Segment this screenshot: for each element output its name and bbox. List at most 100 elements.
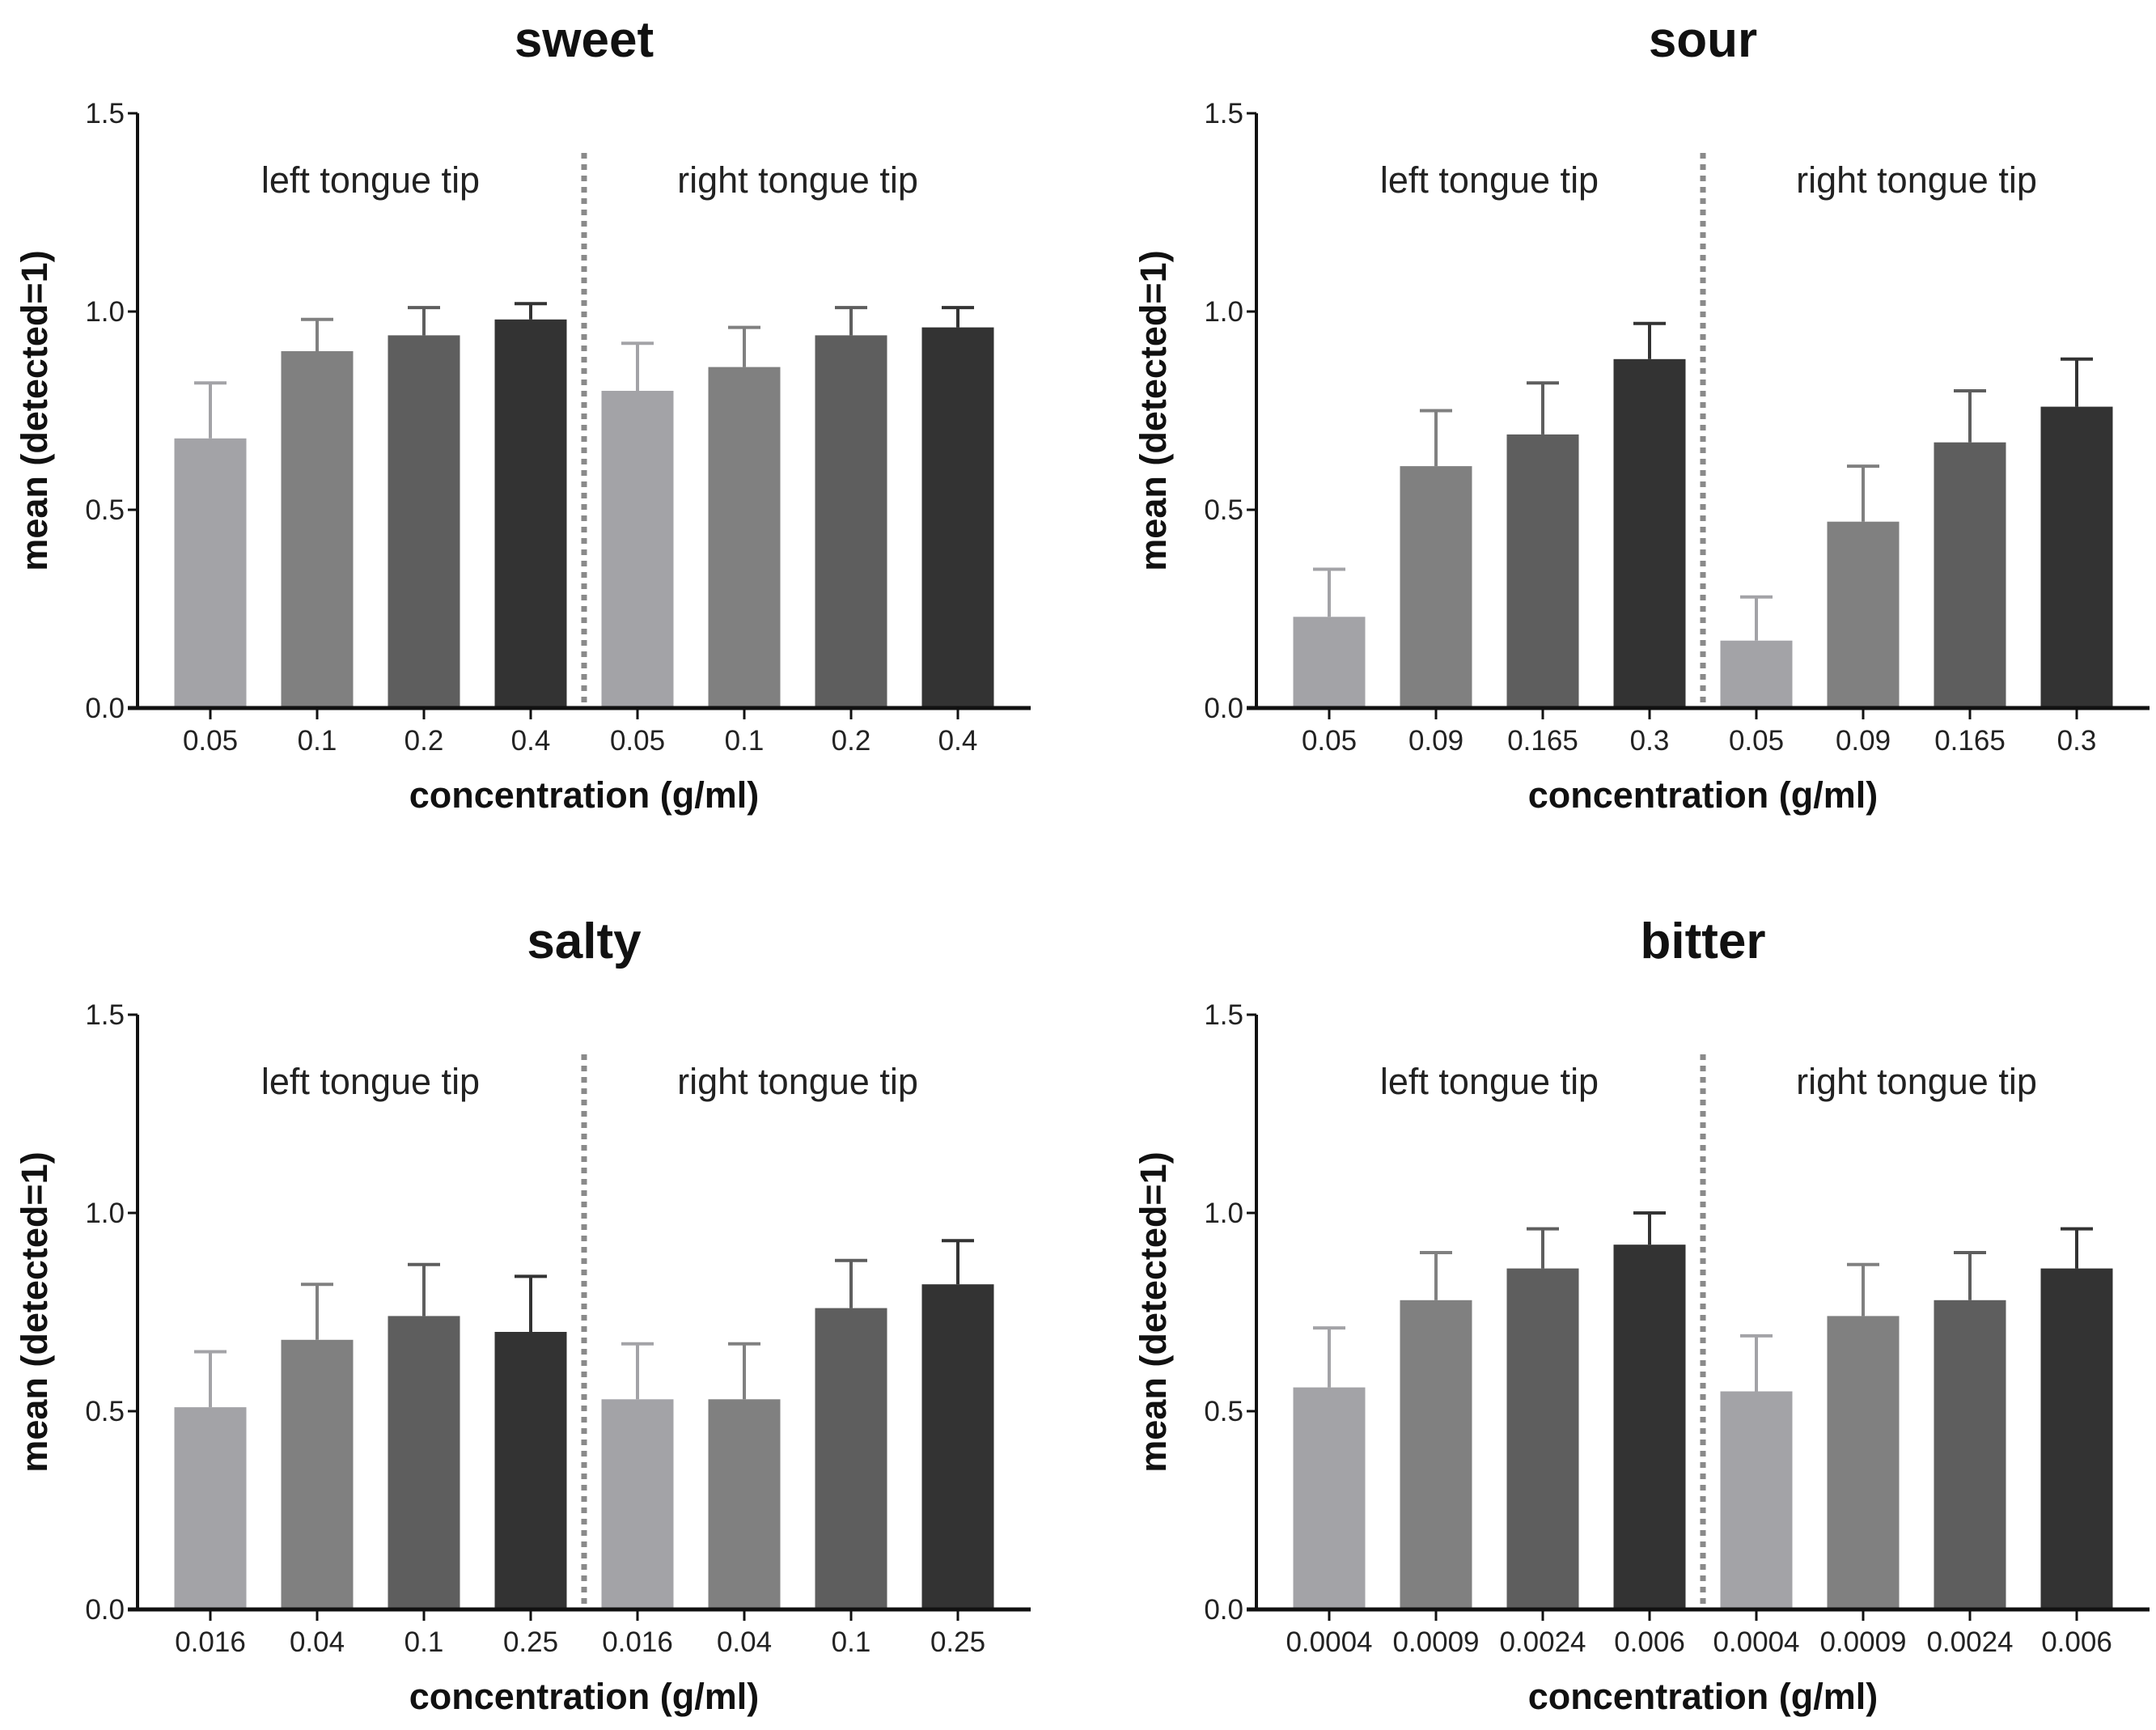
x-tick-label: 0.25 <box>930 1626 985 1658</box>
bar <box>494 319 567 708</box>
y-tick-label: 1.0 <box>1204 1198 1243 1229</box>
y-tick-label: 0.5 <box>85 494 125 526</box>
y-axis-label: mean (detected=1) <box>14 250 55 570</box>
bar <box>388 335 460 708</box>
y-tick-label: 1.5 <box>85 98 125 129</box>
x-tick-label: 0.4 <box>938 725 978 757</box>
bar <box>1827 1316 1900 1609</box>
x-tick-label: 0.0004 <box>1286 1626 1372 1658</box>
y-tick-label: 0.5 <box>85 1396 125 1427</box>
bar <box>601 391 674 708</box>
chart-panel-salty: salty 0.016 0.04 0.1 0.25 0.016 0.04 0.1 0.25 lef… <box>14 914 1031 1717</box>
x-tick-label: 0.0009 <box>1819 1626 1906 1658</box>
y-tick-label: 1.0 <box>85 1198 125 1229</box>
bar <box>708 367 781 708</box>
bar <box>281 351 354 708</box>
bar <box>174 438 247 708</box>
bar <box>1613 1244 1686 1609</box>
x-tick-label: 0.1 <box>832 1626 871 1658</box>
y-tick-label: 1.5 <box>1204 999 1243 1031</box>
bar <box>815 1308 887 1609</box>
x-axis-label: concentration (g/ml) <box>409 774 760 816</box>
bar <box>1293 1387 1366 1609</box>
x-tick-label: 0.0004 <box>1713 1626 1799 1658</box>
chart-title: sour <box>1649 12 1757 68</box>
chart-title: bitter <box>1641 914 1766 969</box>
bar <box>1720 1391 1793 1609</box>
y-axis-label: mean (detected=1) <box>1133 250 1174 570</box>
y-axis-label: mean (detected=1) <box>14 1151 55 1472</box>
bar <box>281 1339 354 1609</box>
chart-panel-sour: sour 0.05 0.09 0.165 0.3 0.05 0.09 0.165 0.3 left… <box>1133 12 2150 816</box>
y-tick-label: 1.5 <box>85 999 125 1031</box>
x-tick-label: 0.04 <box>290 1626 345 1658</box>
bar <box>388 1316 460 1609</box>
y-tick-label: 0.0 <box>85 693 125 724</box>
y-tick-label: 1.0 <box>1204 296 1243 328</box>
bar <box>1720 640 1793 708</box>
region-label-left: left tongue tip <box>1380 159 1599 201</box>
bar <box>921 327 994 708</box>
x-tick-label: 0.05 <box>1302 725 1357 757</box>
bar <box>1293 617 1366 708</box>
y-tick-label: 1.5 <box>1204 98 1243 129</box>
y-tick-label: 0.5 <box>1204 494 1243 526</box>
region-label-left: left tongue tip <box>1380 1061 1599 1102</box>
bar <box>1400 466 1472 708</box>
y-tick-label: 0.5 <box>1204 1396 1243 1427</box>
region-label-right: right tongue tip <box>1796 159 2037 201</box>
bar <box>921 1284 994 1609</box>
bar <box>1400 1300 1472 1609</box>
x-tick-label: 0.04 <box>717 1626 772 1658</box>
y-tick-label: 0.0 <box>1204 1594 1243 1626</box>
region-label-left: left tongue tip <box>261 1061 480 1102</box>
region-label-right: right tongue tip <box>1796 1061 2037 1102</box>
bar <box>1506 434 1579 708</box>
chart-title: salty <box>527 914 642 969</box>
x-axis-label: concentration (g/ml) <box>409 1676 760 1717</box>
bar <box>708 1399 781 1609</box>
x-tick-label: 0.2 <box>832 725 871 757</box>
x-tick-label: 0.0024 <box>1499 1626 1586 1658</box>
bar <box>2040 406 2113 708</box>
region-label-left: left tongue tip <box>261 159 480 201</box>
x-tick-label: 0.05 <box>1729 725 1784 757</box>
bar <box>174 1407 247 1609</box>
x-tick-label: 0.05 <box>610 725 665 757</box>
bar <box>1613 358 1686 708</box>
bar <box>815 335 887 708</box>
x-tick-label: 0.006 <box>2041 1626 2112 1658</box>
x-tick-label: 0.09 <box>1836 725 1891 757</box>
bar <box>1934 1300 2006 1609</box>
x-tick-label: 0.165 <box>1507 725 1578 757</box>
x-tick-label: 0.3 <box>1630 725 1670 757</box>
chart-panel-sweet: sweet 0.05 0.1 0.2 0.4 0.05 0.1 0.2 0.4 left tong… <box>14 12 1031 816</box>
bar <box>1506 1268 1579 1609</box>
x-tick-label: 0.1 <box>298 725 337 757</box>
x-tick-label: 0.1 <box>405 1626 444 1658</box>
x-tick-label: 0.0024 <box>1926 1626 2013 1658</box>
x-tick-label: 0.006 <box>1614 1626 1685 1658</box>
y-axis-label: mean (detected=1) <box>1133 1151 1174 1472</box>
y-tick-label: 1.0 <box>85 296 125 328</box>
x-axis-label: concentration (g/ml) <box>1528 1676 1879 1717</box>
x-tick-label: 0.09 <box>1408 725 1463 757</box>
x-tick-label: 0.2 <box>405 725 444 757</box>
x-tick-label: 0.016 <box>175 1626 246 1658</box>
x-tick-label: 0.05 <box>183 725 238 757</box>
x-tick-label: 0.165 <box>1934 725 2006 757</box>
bar <box>1934 442 2006 708</box>
chart-panel-bitter: bitter 0.0004 0.0009 0.0024 0.006 0.0004 0.000… <box>1133 914 2150 1717</box>
x-tick-label: 0.1 <box>725 725 765 757</box>
x-axis-label: concentration (g/ml) <box>1528 774 1879 816</box>
bar <box>1827 521 1900 708</box>
y-tick-label: 0.0 <box>1204 693 1243 724</box>
x-tick-label: 0.25 <box>503 1626 558 1658</box>
x-tick-label: 0.4 <box>511 725 551 757</box>
region-label-right: right tongue tip <box>677 159 918 201</box>
chart-title: sweet <box>515 12 654 68</box>
bar <box>601 1399 674 1609</box>
x-tick-label: 0.016 <box>602 1626 673 1658</box>
bar <box>494 1332 567 1609</box>
